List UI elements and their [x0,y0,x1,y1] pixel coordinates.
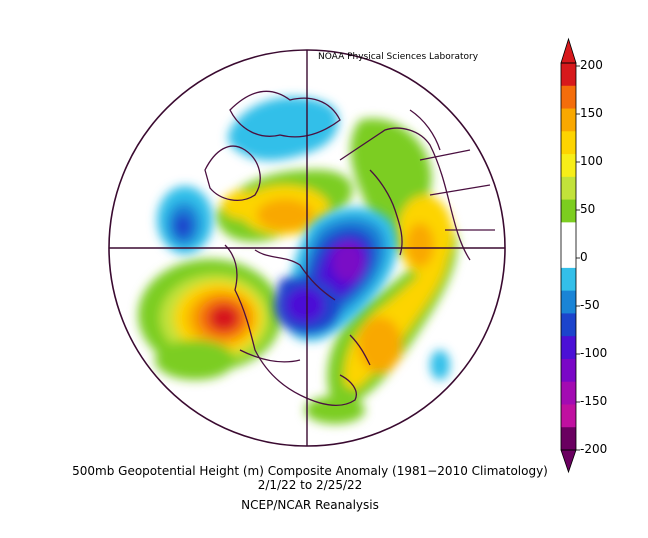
colorbar-swatch [561,290,576,314]
colorbar-label: 50 [580,202,596,216]
credit-text: NOAA Physical Sciences Laboratory [318,52,479,62]
colorbar-label: 200 [580,58,603,72]
colorbar-swatch [561,63,576,87]
colorbar-swatch [561,336,576,360]
colorbar-label: 150 [580,106,603,120]
colorbar-swatch [561,131,576,155]
coastlines [204,90,495,407]
colorbar-swatch [561,267,576,292]
map-border [108,49,506,447]
colorbar-swatch [561,199,576,223]
colorbar-label: -200 [580,442,608,456]
colorbar-label: -50 [580,298,600,312]
caption-source: NCEP/NCAR Reanalysis [241,498,379,512]
colorbar-swatch [561,381,576,405]
colorbar-swatch [561,245,576,269]
colorbar-swatch [561,404,576,428]
colorbar-max-arrow [560,37,577,64]
colorbar-swatch [561,154,576,178]
colorbar-label: 0 [580,250,588,264]
caption-dates: 2/1/22 to 2/25/22 [257,478,363,492]
colorbar-swatch [561,427,576,451]
anomaly-field [138,90,495,424]
colorbar [560,37,580,474]
colorbar-swatch [561,222,576,246]
colorbar-label: -100 [580,346,608,360]
colorbar-label: -150 [580,394,608,408]
colorbar-swatch [561,313,576,337]
caption-title: 500mb Geopotential Height (m) Composite … [72,464,548,478]
colorbar-swatch [561,176,576,201]
colorbar-swatch [561,358,576,383]
colorbar-swatch [561,85,576,110]
colorbar-swatch [561,108,576,132]
colorbar-label: 100 [580,154,603,168]
colorbar-border [560,62,577,451]
